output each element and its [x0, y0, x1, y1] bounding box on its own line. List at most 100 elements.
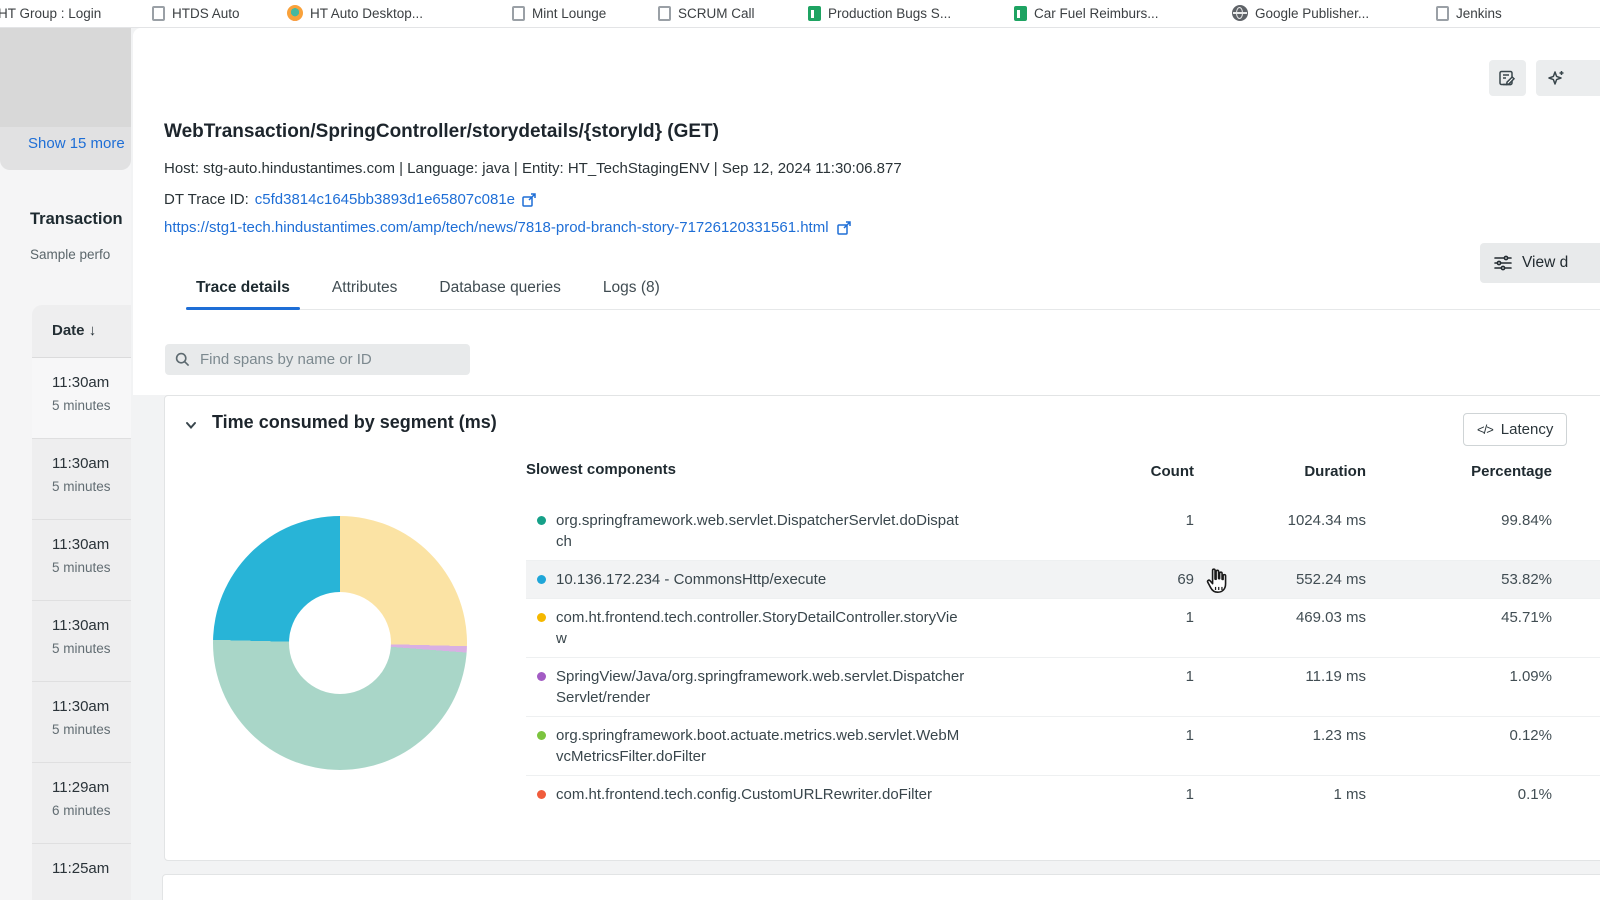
sample-duration: 5 minutes	[52, 398, 111, 413]
trace-header-card: WebTransaction/SpringController/storydet…	[133, 28, 1600, 395]
component-percentage: 1.09%	[1509, 668, 1552, 685]
component-duration: 552.24 ms	[1295, 571, 1366, 588]
search-input[interactable]	[198, 350, 460, 369]
component-duration: 11.19 ms	[1305, 668, 1366, 685]
ai-assistant-button[interactable]	[1536, 60, 1600, 96]
latency-label: Latency	[1500, 421, 1554, 438]
sample-duration: 5 minutes	[52, 641, 111, 656]
page-favicon-icon	[152, 5, 165, 21]
tab-database-queries[interactable]: Database queries	[439, 279, 561, 296]
trace-sample-row[interactable]: 11:30am 5 minutes	[32, 520, 131, 601]
component-duration: 1 ms	[1333, 786, 1366, 803]
trace-sample-row[interactable]: 11:29am 6 minutes	[32, 763, 131, 844]
external-link-icon[interactable]	[521, 192, 537, 208]
code-icon: </>	[1477, 422, 1494, 437]
trace-sample-row[interactable]: 11:30am 5 minutes	[32, 439, 131, 520]
trace-id-label: DT Trace ID:	[164, 191, 249, 208]
component-row[interactable]: com.ht.frontend.tech.config.CustomURLRew…	[526, 775, 1600, 813]
sample-duration: 5 minutes	[52, 560, 111, 575]
transaction-meta: Host: stg-auto.hindustantimes.com | Lang…	[164, 160, 902, 177]
trace-id-link[interactable]: c5fd3814c1645bb3893d1e65807c081e	[254, 191, 516, 208]
date-header-label: Date	[52, 322, 85, 339]
request-url-line: https://stg1-tech.hindustantimes.com/amp…	[164, 219, 852, 236]
sort-descending-icon: ↓	[88, 322, 97, 339]
sidebar: Show 15 more Transaction Sample perfo Da…	[0, 28, 131, 900]
bookmark-label: Production Bugs S...	[828, 5, 952, 21]
date-column-header[interactable]: Date ↓	[32, 305, 131, 358]
component-duration: 469.03 ms	[1295, 609, 1366, 626]
component-duration: 1024.34 ms	[1287, 512, 1366, 529]
tab-logs-8-[interactable]: Logs (8)	[602, 279, 660, 296]
bookmark-item[interactable]: HT Auto Desktop...	[287, 3, 423, 23]
external-link-icon[interactable]	[836, 220, 852, 236]
trace-sample-row[interactable]: 11:30am 5 minutes	[32, 682, 131, 763]
col-header-components[interactable]: Slowest components	[526, 461, 677, 478]
bookmark-label: Jenkins	[1456, 5, 1502, 21]
component-percentage: 0.12%	[1509, 727, 1552, 744]
trace-sample-list: Date ↓ 11:30am 5 minutes 11:30am 5 minute…	[32, 305, 131, 900]
tab-trace-details[interactable]: Trace details	[186, 270, 300, 310]
component-row[interactable]: SpringView/Java/org.springframework.web.…	[526, 657, 1600, 716]
component-name: com.ht.frontend.tech.controller.StoryDet…	[556, 609, 958, 647]
segment-color-dot	[537, 516, 546, 525]
component-count: 1	[1185, 727, 1194, 744]
col-header-count[interactable]: Count	[1150, 463, 1194, 480]
time-consumed-card: Time consumed by segment (ms) </> Latenc…	[164, 395, 1600, 861]
trace-sample-row[interactable]: 11:25am	[32, 844, 131, 900]
view-details-button[interactable]: View d	[1480, 243, 1600, 283]
bookmark-label: Google Publisher...	[1255, 5, 1370, 21]
search-icon	[175, 352, 190, 367]
globe-favicon-icon	[1232, 5, 1248, 21]
trace-sample-row[interactable]: 11:30am 5 minutes	[32, 358, 131, 439]
slowest-components-table: Slowest components Count Duration Percen…	[526, 461, 1600, 813]
segment-color-dot	[537, 790, 546, 799]
component-count: 69	[1177, 571, 1194, 588]
dt-trace-line: DT Trace ID: c5fd3814c1645bb3893d1e65807…	[164, 191, 537, 208]
sample-time: 11:30am	[52, 698, 110, 715]
show-more-link[interactable]: Show 15 more	[28, 135, 125, 152]
component-row[interactable]: 10.136.172.234 - CommonsHttp/execute 69 …	[526, 560, 1600, 598]
component-count: 1	[1185, 609, 1194, 626]
edit-note-button[interactable]	[1489, 60, 1526, 96]
sample-duration: 5 minutes	[52, 479, 111, 494]
page-favicon-icon	[658, 5, 671, 21]
latency-button[interactable]: </> Latency	[1463, 413, 1568, 446]
bookmark-item[interactable]: Mint Lounge	[512, 3, 606, 23]
sidebar-panel-title: Transaction	[30, 210, 123, 228]
bookmark-label: SCRUM Call	[678, 5, 755, 21]
bookmark-item[interactable]: HT Group : Login	[0, 3, 101, 23]
sample-time: 11:30am	[52, 374, 110, 391]
bookmark-item[interactable]: HTDS Auto	[152, 3, 240, 23]
bookmark-item[interactable]: Car Fuel Reimburs...	[1014, 3, 1159, 23]
tab-attributes[interactable]: Attributes	[331, 279, 398, 296]
sample-time: 11:29am	[52, 779, 110, 796]
col-header-percentage[interactable]: Percentage	[1471, 463, 1552, 480]
bookmark-item[interactable]: Google Publisher...	[1232, 3, 1369, 23]
sample-time: 11:30am	[52, 617, 110, 634]
sheet-favicon-icon	[1014, 5, 1027, 21]
table-header-row: Slowest components Count Duration Percen…	[526, 461, 1600, 482]
component-row[interactable]: com.ht.frontend.tech.controller.StoryDet…	[526, 598, 1600, 657]
sample-time: 11:30am	[52, 455, 110, 472]
component-row[interactable]: org.springframework.boot.actuate.metrics…	[526, 716, 1600, 775]
segment-donut-chart[interactable]	[213, 516, 467, 770]
trace-sample-row[interactable]: 11:30am 5 minutes	[32, 601, 131, 682]
bookmark-item[interactable]: SCRUM Call	[658, 3, 755, 23]
request-url-link[interactable]: https://stg1-tech.hindustantimes.com/amp…	[164, 219, 829, 236]
component-percentage: 0.1%	[1517, 786, 1552, 803]
segment-color-dot	[537, 575, 546, 584]
bookmark-item[interactable]: Production Bugs S...	[808, 3, 951, 23]
bookmark-label: Mint Lounge	[532, 5, 607, 21]
component-name: SpringView/Java/org.springframework.web.…	[556, 668, 965, 706]
col-header-duration[interactable]: Duration	[1304, 463, 1366, 480]
chevron-down-icon[interactable]	[184, 418, 200, 434]
component-name: com.ht.frontend.tech.config.CustomURLRew…	[556, 786, 932, 803]
bookmark-label: HTDS Auto	[172, 5, 240, 21]
component-percentage: 45.71%	[1501, 609, 1552, 626]
next-section-card	[162, 874, 1600, 900]
component-row[interactable]: org.springframework.web.servlet.Dispatch…	[526, 502, 1600, 560]
span-search	[165, 344, 470, 375]
bookmark-label: HT Auto Desktop...	[310, 5, 424, 21]
bookmark-item[interactable]: Jenkins	[1436, 3, 1502, 23]
page-favicon-icon	[512, 5, 525, 21]
